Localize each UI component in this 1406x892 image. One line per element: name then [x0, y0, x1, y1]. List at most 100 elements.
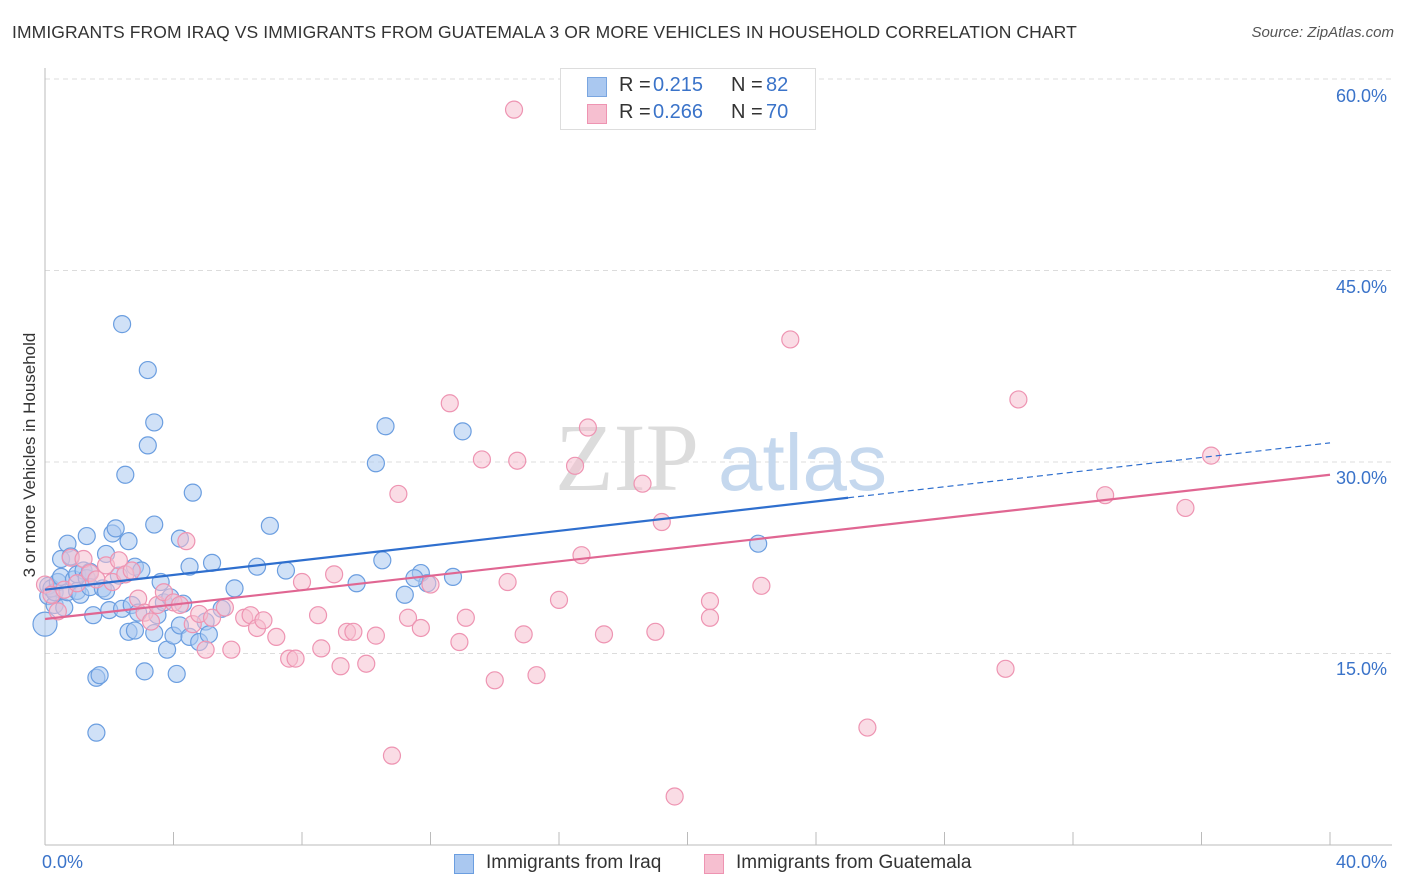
- y-tick-15: 15.0%: [1336, 659, 1388, 679]
- data-point: [389, 484, 408, 504]
- data-point: [90, 666, 109, 685]
- data-point: [549, 590, 569, 609]
- data-point: [183, 483, 202, 502]
- data-point: [145, 515, 164, 534]
- data-point: [485, 671, 504, 690]
- stats-row-guatemala: R = 0.266 N = 70: [561, 100, 817, 128]
- data-point: [578, 418, 598, 437]
- data-point: [292, 572, 312, 592]
- data-point: [398, 608, 418, 627]
- series-guatemala-points: [35, 100, 1221, 806]
- r-label: R =: [619, 74, 651, 96]
- data-point: [344, 622, 363, 641]
- data-point: [646, 622, 665, 641]
- data-point: [254, 611, 273, 630]
- iraq-swatch: [587, 77, 607, 97]
- trend-line-iraq: [44, 496, 849, 591]
- r-label: R =: [619, 101, 651, 123]
- data-point: [633, 474, 652, 493]
- trend-line-iraq-extension: [848, 442, 1331, 499]
- data-point: [527, 666, 546, 685]
- data-point: [286, 649, 305, 668]
- data-point: [508, 451, 527, 470]
- r-value: 0.215: [653, 74, 704, 96]
- data-point: [996, 659, 1015, 678]
- data-point: [48, 602, 67, 621]
- data-point: [572, 546, 591, 565]
- data-point: [77, 526, 96, 546]
- data-point: [202, 608, 222, 627]
- legend-label: Immigrants from Guatemala: [736, 852, 972, 873]
- data-point: [138, 436, 157, 455]
- legend-label: Immigrants from Iraq: [486, 852, 662, 873]
- y-axis-label: 3 or more Vehicles in Household: [20, 332, 39, 578]
- data-point: [125, 621, 145, 640]
- watermark-zip: ZIP: [555, 404, 699, 511]
- data-point: [376, 417, 395, 436]
- data-point: [357, 654, 376, 673]
- x-tick-min: 0.0%: [42, 852, 84, 872]
- stats-legend: R = 0.215 N = 82 R = 0.266 N = 70: [560, 68, 816, 130]
- data-point: [411, 618, 430, 638]
- data-point: [440, 394, 459, 413]
- data-point: [331, 657, 350, 676]
- data-point: [312, 639, 331, 658]
- data-point: [138, 360, 157, 380]
- data-point: [167, 664, 186, 684]
- data-point: [180, 557, 199, 576]
- watermark: ZIP atlas: [555, 404, 887, 511]
- data-point: [700, 592, 720, 611]
- n-value: 82: [766, 74, 789, 96]
- n-label: N =: [731, 74, 763, 96]
- n-value: 70: [766, 101, 789, 123]
- guatemala-swatch: [587, 104, 607, 124]
- y-tick-60: 60.0%: [1336, 86, 1388, 106]
- data-point: [267, 627, 286, 647]
- data-point: [781, 330, 800, 349]
- y-tick-30: 30.0%: [1336, 468, 1388, 488]
- data-point: [504, 100, 524, 119]
- data-point: [665, 787, 684, 806]
- data-point: [196, 640, 215, 659]
- data-point: [514, 625, 533, 644]
- x-tick-max: 40.0%: [1336, 852, 1388, 872]
- data-point: [652, 512, 671, 532]
- trend-line-guatemala: [44, 473, 1331, 621]
- data-point: [443, 567, 463, 587]
- source-label: Source: ZipAtlas.com: [1251, 24, 1394, 41]
- iraq-legend-swatch: [454, 854, 474, 874]
- data-point: [141, 612, 161, 631]
- data-point: [199, 625, 218, 644]
- guatemala-legend-swatch: [704, 854, 724, 874]
- data-point: [395, 585, 414, 604]
- data-point: [215, 598, 234, 617]
- data-point: [225, 579, 244, 598]
- data-point: [135, 662, 154, 681]
- watermark-atlas: atlas: [718, 418, 887, 507]
- data-point: [421, 575, 440, 594]
- data-point: [373, 551, 392, 570]
- data-point: [116, 465, 135, 484]
- data-point: [1009, 390, 1028, 409]
- data-point: [106, 519, 125, 538]
- data-point: [112, 315, 132, 334]
- data-point: [325, 565, 344, 584]
- data-point: [498, 572, 517, 592]
- stats-row-iraq: R = 0.215 N = 82: [561, 73, 817, 101]
- data-point: [1176, 498, 1195, 518]
- data-point: [308, 606, 328, 625]
- data-point: [456, 608, 475, 627]
- data-point: [382, 746, 402, 765]
- data-point: [472, 450, 491, 469]
- data-point: [276, 561, 296, 580]
- data-point: [222, 640, 241, 659]
- data-point: [119, 532, 138, 551]
- axes: [44, 68, 1392, 846]
- data-point: [594, 625, 614, 644]
- data-point: [700, 608, 720, 627]
- data-point: [366, 454, 385, 473]
- data-point: [366, 626, 385, 645]
- y-tick-45: 45.0%: [1336, 277, 1388, 297]
- r-value: 0.266: [653, 101, 704, 123]
